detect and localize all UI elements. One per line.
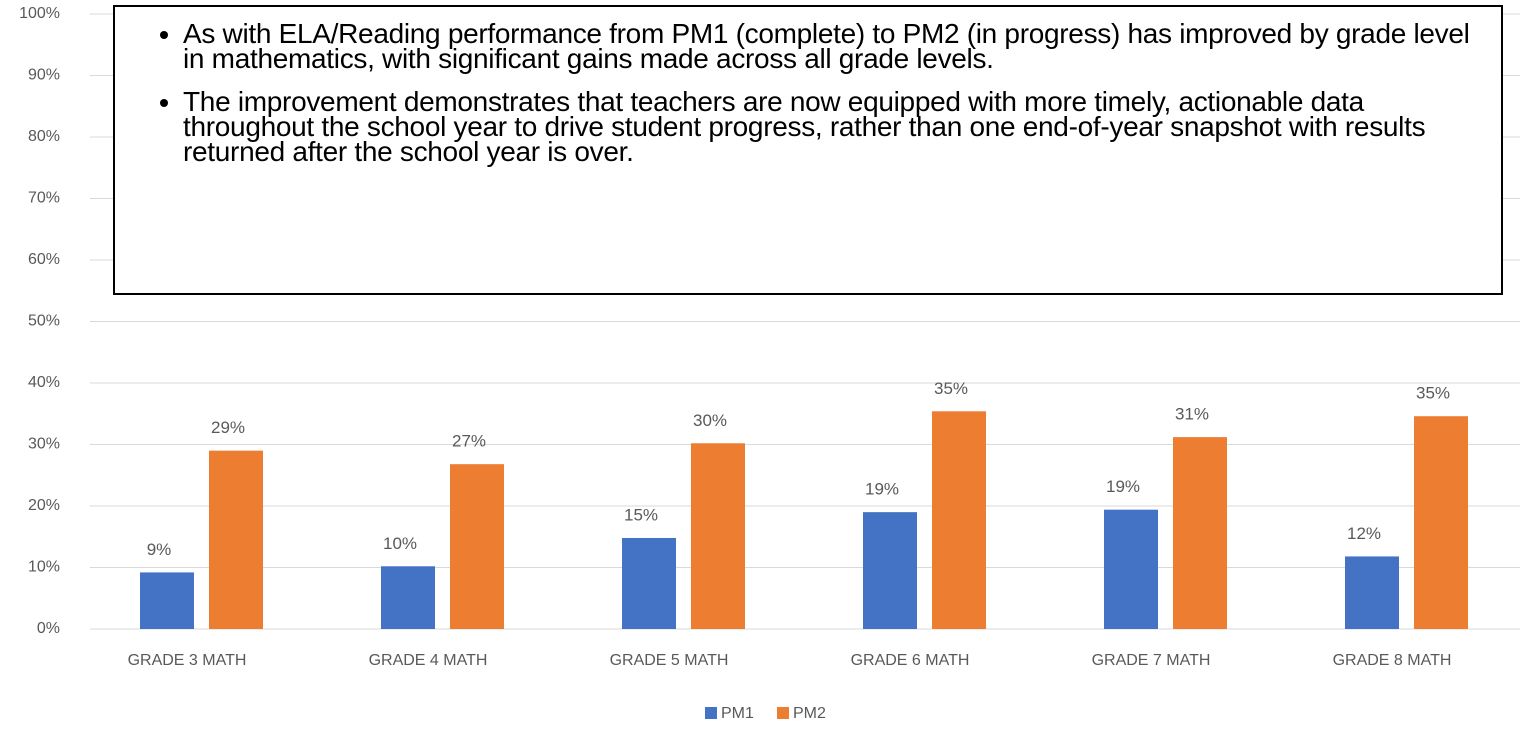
y-tick-label: 100% xyxy=(19,5,60,22)
value-label: 35% xyxy=(1416,384,1450,403)
legend-label: PM2 xyxy=(793,705,826,722)
annotation-box: As with ELA/Reading performance from PM1… xyxy=(113,5,1503,295)
annotation-list: As with ELA/Reading performance from PM1… xyxy=(155,20,1481,166)
bar xyxy=(1173,437,1227,629)
y-tick-label: 90% xyxy=(28,67,60,84)
value-label: 29% xyxy=(211,418,245,437)
bar xyxy=(209,450,263,629)
y-tick-label: 40% xyxy=(28,374,60,391)
bar xyxy=(691,443,745,629)
value-label: 19% xyxy=(1106,477,1140,496)
bar xyxy=(450,464,504,629)
annotation: The improvement demonstrates that teache… xyxy=(183,88,1481,166)
y-tick-label: 10% xyxy=(28,559,60,576)
bar xyxy=(932,411,986,629)
x-tick-label: GRADE 5 MATH xyxy=(610,652,729,669)
bar xyxy=(622,537,676,629)
bar xyxy=(1414,416,1468,629)
y-tick-label: 20% xyxy=(28,497,60,514)
legend-swatch xyxy=(705,707,717,719)
y-tick-label: 70% xyxy=(28,190,60,207)
y-tick-label: 50% xyxy=(28,313,60,330)
bar xyxy=(1345,556,1399,629)
y-tick-label: 60% xyxy=(28,251,60,268)
value-label: 15% xyxy=(624,505,658,524)
x-tick-label: GRADE 7 MATH xyxy=(1092,652,1211,669)
bar xyxy=(140,572,194,629)
legend-label: PM1 xyxy=(721,705,754,722)
x-tick-label: GRADE 4 MATH xyxy=(369,652,488,669)
y-tick-label: 80% xyxy=(28,128,60,145)
y-tick-label: 0% xyxy=(37,620,60,637)
value-label: 27% xyxy=(452,432,486,451)
bar xyxy=(1104,509,1158,629)
x-tick-label: GRADE 8 MATH xyxy=(1333,652,1452,669)
legend-swatch xyxy=(777,707,789,719)
value-label: 10% xyxy=(383,534,417,553)
bar xyxy=(863,512,917,629)
value-label: 19% xyxy=(865,480,899,499)
value-label: 35% xyxy=(934,379,968,398)
x-tick-label: GRADE 6 MATH xyxy=(851,652,970,669)
annotation: As with ELA/Reading performance from PM1… xyxy=(183,20,1481,73)
bar xyxy=(381,566,435,629)
value-label: 9% xyxy=(147,540,172,559)
y-tick-label: 30% xyxy=(28,436,60,453)
x-tick-label: GRADE 3 MATH xyxy=(128,652,247,669)
value-label: 30% xyxy=(693,411,727,430)
value-label: 12% xyxy=(1347,524,1381,543)
value-label: 31% xyxy=(1175,405,1209,424)
